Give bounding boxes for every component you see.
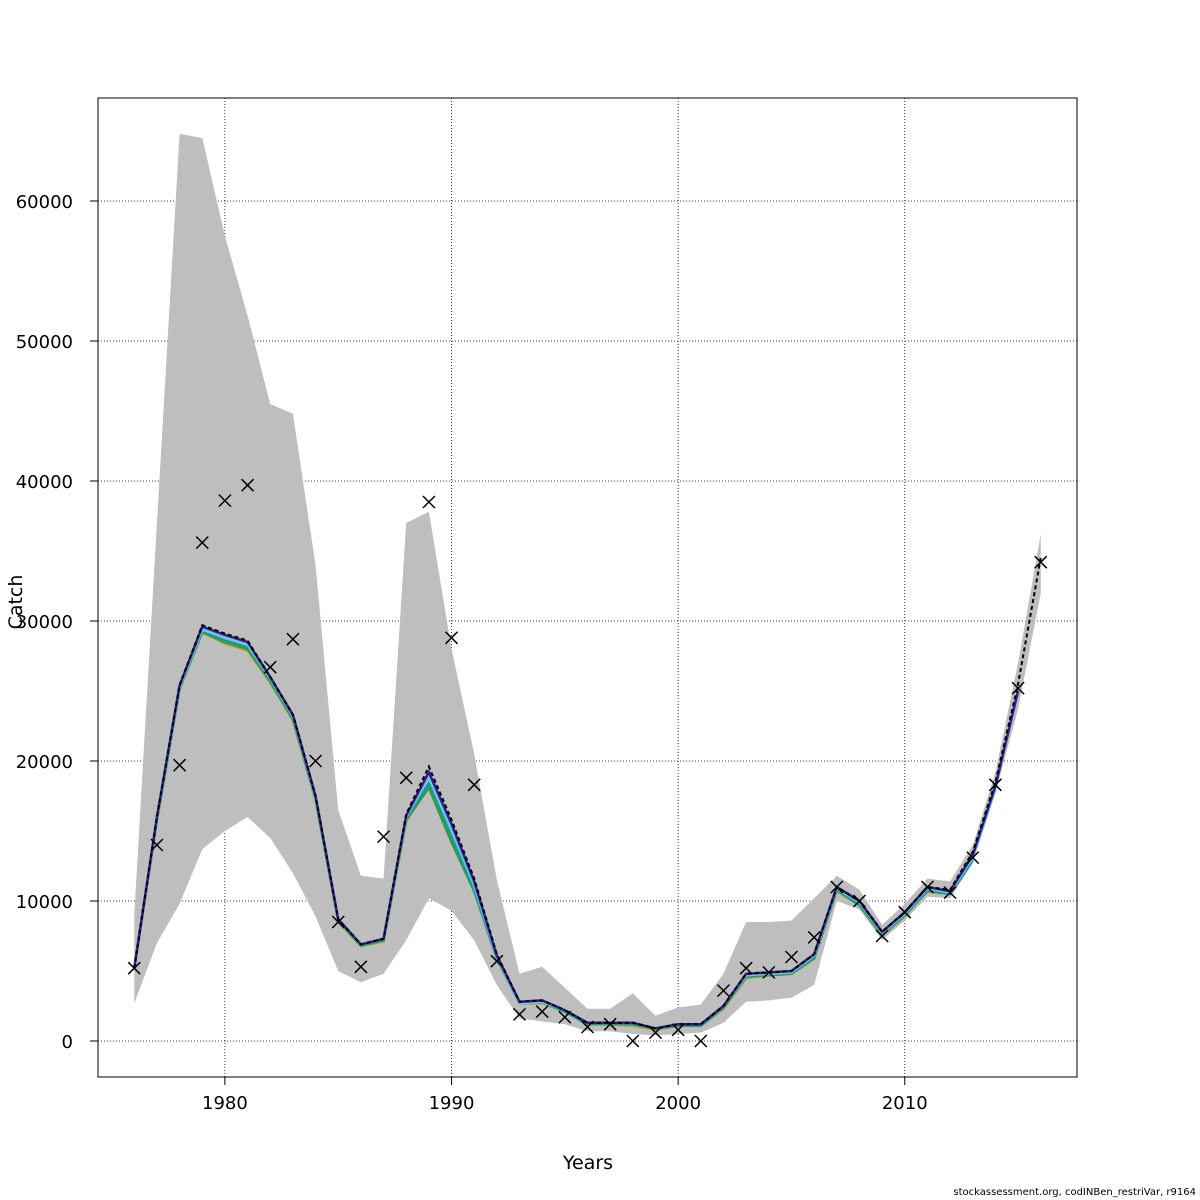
observed-point: [558, 1010, 572, 1024]
observed-point: [490, 954, 504, 968]
plot-frame: [97, 97, 1078, 1078]
observed-point: [920, 880, 934, 894]
x-ticks: 1980 1990 2000 2010: [202, 1077, 928, 1114]
y-axis-label: Catch: [5, 575, 27, 630]
observed-point: [173, 758, 187, 772]
observed-point: [1011, 681, 1025, 695]
observed-point: [127, 961, 141, 975]
footer-credit: stockassessment.org, codINBen_restriVar,…: [953, 1187, 1196, 1198]
observed-point: [626, 1034, 640, 1048]
observed-point: [784, 950, 798, 964]
x-tick-label: 2000: [655, 1093, 701, 1114]
x-axis-label: Years: [562, 1152, 613, 1174]
observed-point: [150, 838, 164, 852]
observed-point: [535, 1005, 549, 1019]
observed-point: [762, 965, 776, 979]
observed-point: [694, 1034, 708, 1048]
y-tick-label: 10000: [16, 892, 73, 913]
observed-point: [603, 1017, 617, 1031]
series-lines: [133, 557, 1042, 1032]
observed-point: [218, 494, 232, 508]
observed-point: [354, 960, 368, 974]
observed-point: [399, 771, 413, 785]
observed-point: [966, 851, 980, 865]
observed-point: [807, 930, 821, 944]
y-tick-label: 30000: [16, 612, 73, 633]
fit-line: [133, 557, 1042, 1030]
y-ticks: 0 10000 20000 30000 40000 50000 60000: [16, 192, 98, 1053]
observed-point: [286, 632, 300, 646]
x-tick-label: 1980: [202, 1093, 248, 1114]
y-tick-label: 60000: [16, 192, 73, 213]
observed-point: [898, 905, 912, 919]
observed-point: [739, 961, 753, 975]
observed-point: [241, 478, 255, 492]
observed-point: [512, 1007, 527, 1021]
confidence-band: [134, 133, 1041, 1036]
observed-point: [580, 1020, 595, 1034]
observed-point: [309, 754, 323, 768]
observed-point: [852, 894, 866, 908]
observed-point: [331, 915, 345, 929]
observed-point: [671, 1023, 685, 1037]
observed-point: [988, 778, 1002, 792]
observed-points: [127, 478, 1048, 1048]
observed-point: [648, 1026, 663, 1040]
observed-point: [195, 536, 209, 550]
observed-point: [444, 631, 459, 645]
x-tick-label: 1990: [429, 1093, 475, 1114]
observed-point: [875, 929, 889, 943]
observed-point: [943, 886, 957, 900]
y-tick-label: 20000: [16, 752, 73, 773]
observed-point: [1034, 555, 1048, 569]
observed-point: [422, 495, 436, 509]
observed-point: [377, 830, 391, 844]
x-tick-label: 2010: [882, 1093, 928, 1114]
observed-point: [716, 984, 731, 998]
y-tick-label: 40000: [16, 472, 73, 493]
observed-point: [830, 880, 844, 894]
observed-point: [467, 778, 481, 792]
y-tick-label: 0: [62, 1032, 73, 1053]
observed-point: [263, 660, 277, 674]
y-tick-label: 50000: [16, 332, 73, 353]
